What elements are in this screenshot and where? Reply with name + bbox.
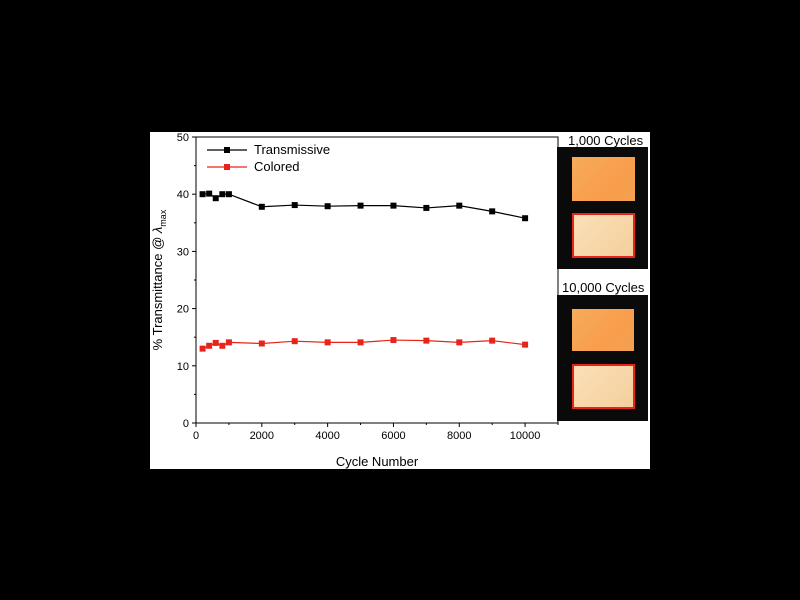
data-point-transmissive — [212, 195, 219, 202]
data-point-transmissive — [390, 202, 397, 209]
y-tick-label: 10 — [177, 361, 189, 373]
data-point-colored — [206, 342, 213, 349]
axes: 0 10 20 30 40 50 0 2000 4000 6000 8000 10000 — [177, 132, 559, 442]
x-tick-label: 2000 — [250, 430, 274, 442]
data-point-transmissive — [324, 203, 331, 210]
data-point-transmissive — [489, 208, 496, 215]
data-point-colored — [423, 337, 430, 344]
data-point-colored — [225, 339, 232, 346]
data-point-colored — [522, 341, 529, 348]
plot-frame — [195, 136, 559, 424]
data-point-colored — [258, 340, 265, 347]
x-tick-label: 8000 — [447, 430, 471, 442]
x-axis-label: Cycle Number — [336, 454, 419, 469]
colored-film-swatch — [572, 213, 635, 258]
figure: 0 10 20 30 40 50 0 2000 4000 6000 8000 10000 Transm… — [150, 132, 650, 469]
y-tick-label: 40 — [177, 189, 189, 201]
data-point-colored — [212, 339, 219, 346]
transmissive-film-swatch — [572, 309, 634, 351]
x-tick-label: 0 — [193, 430, 199, 442]
legend: Transmissive Colored — [207, 142, 330, 174]
data-point-transmissive — [456, 202, 463, 209]
legend-marker-colored — [224, 164, 230, 170]
inset-label-10000-cycles: 10,000 Cycles — [562, 280, 645, 295]
y-tick-label: 50 — [177, 132, 189, 144]
data-point-transmissive — [206, 190, 213, 197]
x-tick-label: 6000 — [381, 430, 405, 442]
data-point-colored — [456, 339, 463, 346]
inset-panel-1000-cycles — [557, 147, 648, 269]
data-point-colored — [489, 337, 496, 344]
line-chart: 0 10 20 30 40 50 0 2000 4000 6000 8000 10000 Transm… — [150, 132, 559, 469]
data-point-transmissive — [357, 202, 364, 209]
x-tick-label: 10000 — [510, 430, 541, 442]
y-tick-label: 0 — [183, 418, 189, 430]
data-point-colored — [219, 342, 226, 349]
data-point-colored — [291, 338, 298, 345]
inset-label-1000-cycles: 1,000 Cycles — [568, 133, 644, 148]
colored-film-swatch — [572, 364, 635, 409]
inset-panel-10000-cycles — [557, 295, 648, 421]
legend-label-transmissive: Transmissive — [254, 142, 330, 157]
transmissive-film-swatch — [572, 157, 635, 201]
legend-marker-transmissive — [224, 147, 230, 153]
y-tick-label: 30 — [177, 246, 189, 258]
y-axis-label: % Transmittance @ λmax — [150, 209, 168, 350]
series-layer — [199, 190, 529, 352]
data-point-transmissive — [522, 215, 529, 222]
data-point-transmissive — [219, 191, 226, 198]
x-tick-label: 4000 — [315, 430, 339, 442]
data-point-colored — [357, 339, 364, 346]
data-point-colored — [324, 339, 331, 346]
data-point-colored — [390, 337, 397, 344]
data-point-transmissive — [199, 191, 206, 198]
y-tick-label: 20 — [177, 304, 189, 316]
data-point-transmissive — [423, 204, 430, 211]
legend-label-colored: Colored — [254, 159, 300, 174]
series-line-colored — [202, 339, 526, 350]
series-line-transmissive — [202, 193, 526, 219]
data-point-transmissive — [225, 191, 232, 198]
data-point-transmissive — [258, 203, 265, 210]
data-point-transmissive — [291, 202, 298, 209]
data-point-colored — [199, 345, 206, 352]
